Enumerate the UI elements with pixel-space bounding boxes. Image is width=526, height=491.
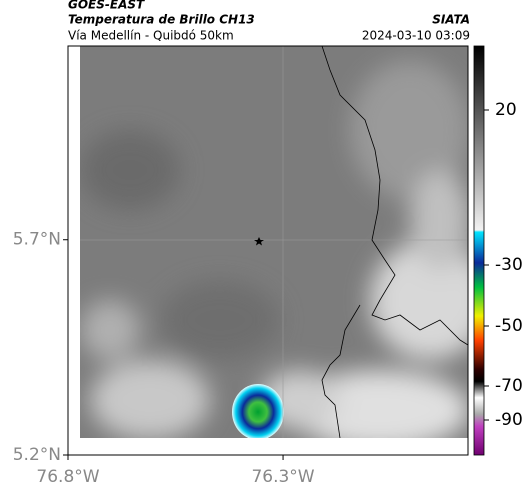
colorbar-tick-label: -30 [495,255,523,275]
y-tick-label: 5.7°N [13,230,61,250]
colorbar-tick-label: 20 [495,100,517,120]
region: Vía Medellín - Quibdó 50km [68,29,234,43]
colorbar-tick-label: -70 [495,376,523,396]
colorbar-tick-label: -90 [495,410,523,430]
x-tick-label: 76.8°W [36,467,99,487]
source: SIATA [432,13,470,27]
map-frame [67,45,469,456]
colorbar-tick-label: -50 [495,316,523,336]
y-tick-label: 5.2°N [13,445,61,465]
x-tick-label: 76.3°W [251,467,314,487]
satellite-image [80,46,468,438]
colorbar [473,45,485,456]
title: GOES-EAST [68,0,145,12]
datetime: 2024-03-10 03:09 [362,29,470,43]
subtitle: Temperatura de Brillo CH13 [68,13,255,27]
